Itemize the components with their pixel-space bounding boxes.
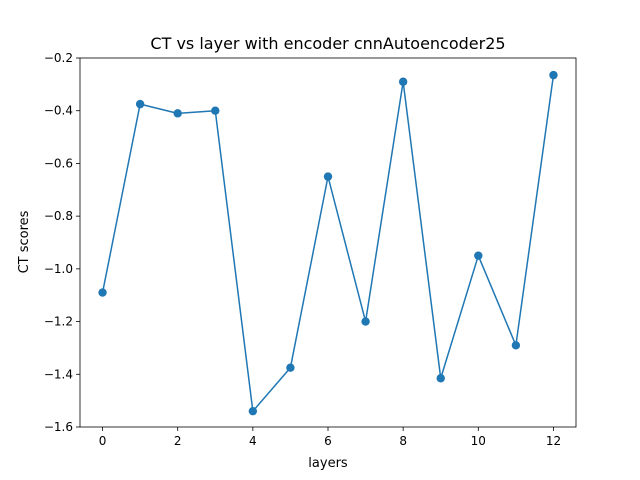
y-tick-label: −0.4	[44, 104, 73, 118]
chart-title: CT vs layer with encoder cnnAutoencoder2…	[150, 34, 505, 53]
x-axis-label: layers	[308, 456, 348, 471]
y-tick-label: −1.4	[44, 367, 73, 381]
x-tick-label: 2	[174, 434, 182, 448]
data-point	[549, 70, 558, 80]
data-point	[286, 363, 295, 372]
plot-area-frame	[79, 57, 577, 428]
y-tick-label: −0.8	[44, 209, 73, 223]
data-point	[135, 99, 145, 109]
data-point	[323, 172, 333, 181]
data-point	[248, 406, 258, 416]
data-point	[436, 374, 445, 383]
x-tick-label: 8	[399, 434, 407, 448]
x-tick-label: 12	[546, 434, 561, 448]
plot-marks	[98, 70, 558, 416]
y-axis-ticks: −1.6 −1.4 −1.2 −1.0 −0.8 −0.6 −0.4 −0.2	[44, 51, 80, 434]
x-tick-label: 0	[99, 434, 107, 448]
y-tick-label: −1.2	[44, 315, 73, 329]
data-point	[398, 77, 408, 86]
y-tick-label: −0.6	[44, 156, 73, 170]
data-point	[211, 106, 220, 115]
data-point	[511, 341, 521, 350]
x-tick-label: 10	[471, 434, 486, 448]
y-axis-label: CT scores	[17, 210, 32, 273]
data-point	[173, 109, 182, 118]
data-point	[98, 288, 107, 297]
y-tick-label: −0.2	[44, 51, 73, 65]
x-axis-ticks: 0 2 4 6 8 10 12	[99, 427, 561, 448]
x-tick-label: 4	[249, 434, 257, 448]
data-point	[361, 317, 370, 326]
y-tick-label: −1.0	[44, 262, 73, 276]
data-point	[474, 251, 483, 260]
x-tick-label: 6	[324, 434, 332, 448]
y-tick-label: −1.6	[44, 420, 73, 434]
